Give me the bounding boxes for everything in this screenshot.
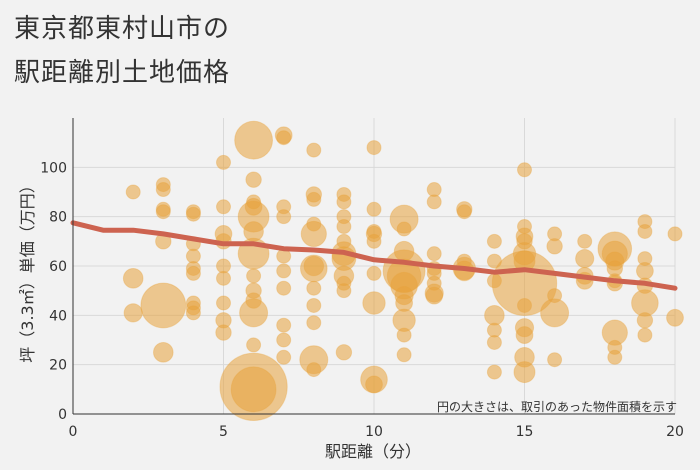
data-point <box>491 250 558 316</box>
data-point <box>155 204 171 220</box>
y-tick-label: 0 <box>58 407 67 423</box>
y-tick-label: 80 <box>49 210 67 226</box>
data-point <box>636 312 654 329</box>
bubble-size-note: 円の大きさは、取引のあった物件面積を示す <box>437 399 677 414</box>
data-point <box>216 295 231 311</box>
data-point <box>155 182 171 198</box>
data-point <box>666 308 684 327</box>
data-point <box>125 184 141 200</box>
data-point <box>515 326 534 344</box>
data-point <box>396 327 412 343</box>
x-tick-label: 20 <box>666 424 684 440</box>
data-point <box>216 199 231 215</box>
x-tick-label: 0 <box>69 424 78 440</box>
y-tick-label: 100 <box>40 160 67 176</box>
data-point <box>362 291 386 315</box>
x-tick-label: 5 <box>219 424 228 440</box>
data-point <box>366 140 382 156</box>
data-point <box>215 324 232 341</box>
data-point <box>306 297 322 313</box>
data-point <box>484 305 505 326</box>
x-axis-ticks: 0 5 10 15 20 <box>69 424 684 440</box>
data-points <box>122 120 684 421</box>
data-point <box>396 347 412 363</box>
data-point <box>300 254 328 283</box>
data-point <box>306 315 322 331</box>
data-point <box>540 298 570 328</box>
data-point <box>230 366 277 413</box>
data-point <box>246 268 262 284</box>
data-point <box>425 286 444 305</box>
data-point <box>306 191 322 207</box>
data-point <box>185 206 201 222</box>
data-point <box>426 246 442 262</box>
data-point <box>366 233 382 249</box>
data-point <box>234 120 274 160</box>
data-point <box>140 282 187 329</box>
data-point <box>667 226 683 242</box>
data-point <box>336 219 352 235</box>
data-point <box>122 268 144 289</box>
data-point <box>486 334 502 350</box>
data-point <box>276 209 292 225</box>
data-point <box>245 171 262 188</box>
chart-title-line-1: 東京都東村山市の <box>14 14 231 44</box>
data-point <box>366 201 382 217</box>
y-axis-ticks: 0 20 40 60 80 100 <box>40 160 67 423</box>
y-axis-label: 坪（3.3㎡）単価（万円） <box>18 177 37 362</box>
data-point <box>239 298 269 328</box>
data-point <box>246 337 262 353</box>
data-point <box>276 280 292 296</box>
data-point <box>276 349 292 365</box>
data-point <box>637 223 653 239</box>
data-point <box>607 349 623 365</box>
data-point <box>276 317 292 333</box>
chart-title-line-2: 駅距離別土地価格 <box>14 58 231 88</box>
y-tick-label: 20 <box>49 358 67 374</box>
data-point <box>276 263 292 279</box>
y-tick-label: 60 <box>49 259 67 275</box>
data-point <box>335 344 353 361</box>
data-point <box>336 283 352 299</box>
data-point <box>306 142 322 158</box>
data-point <box>486 364 502 380</box>
data-point <box>486 233 502 249</box>
trend-line <box>70 220 678 291</box>
data-point <box>396 221 412 237</box>
y-tick-label: 40 <box>49 308 67 324</box>
data-point <box>216 270 231 286</box>
data-point <box>547 352 563 368</box>
data-point <box>123 303 143 323</box>
data-point <box>517 297 532 313</box>
data-point <box>306 280 322 296</box>
x-axis-label: 駅距離（分） <box>325 442 421 461</box>
data-point <box>517 162 532 178</box>
data-point <box>306 362 322 378</box>
data-point <box>153 342 174 363</box>
data-point <box>456 204 472 220</box>
data-point <box>336 194 352 210</box>
data-point <box>366 265 382 281</box>
data-point <box>276 332 292 348</box>
data-point <box>426 194 442 210</box>
data-point <box>546 238 563 255</box>
data-point <box>276 130 292 146</box>
data-point <box>216 154 231 170</box>
data-point <box>185 265 201 281</box>
x-tick-label: 10 <box>365 424 383 440</box>
data-point <box>365 375 383 394</box>
data-point <box>185 305 201 321</box>
data-point <box>300 220 327 248</box>
data-point <box>513 361 536 384</box>
data-point <box>575 249 595 269</box>
data-point <box>577 233 593 249</box>
x-tick-label: 15 <box>516 424 534 440</box>
data-point <box>637 327 653 343</box>
data-point <box>636 262 654 280</box>
